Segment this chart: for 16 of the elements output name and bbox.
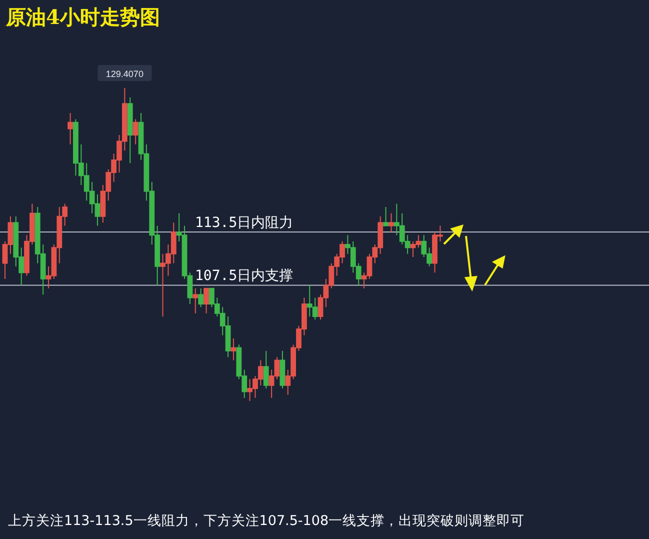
candlestick bbox=[383, 206, 388, 226]
candlestick bbox=[204, 288, 209, 314]
annotation: 129.4070 bbox=[106, 69, 144, 79]
ref-line-label: 113.5日内阻力 bbox=[195, 214, 294, 231]
candlestick bbox=[263, 350, 269, 389]
candlestick bbox=[280, 350, 286, 389]
chart-title: 原油4小时走势图 bbox=[5, 5, 160, 29]
text: 上方关注113-113.5一线阻力，下方关注107.5-108一线支撑，出现突破则调整即可 bbox=[8, 513, 525, 529]
ref-line-label: 107.5日内支撑 bbox=[195, 268, 294, 284]
candlestick bbox=[127, 96, 133, 164]
candlestick bbox=[230, 338, 236, 361]
candlestick bbox=[132, 118, 138, 145]
candlestick bbox=[198, 288, 204, 308]
candlestick bbox=[388, 212, 394, 232]
candlestick bbox=[68, 112, 73, 145]
candlestick bbox=[192, 288, 198, 314]
